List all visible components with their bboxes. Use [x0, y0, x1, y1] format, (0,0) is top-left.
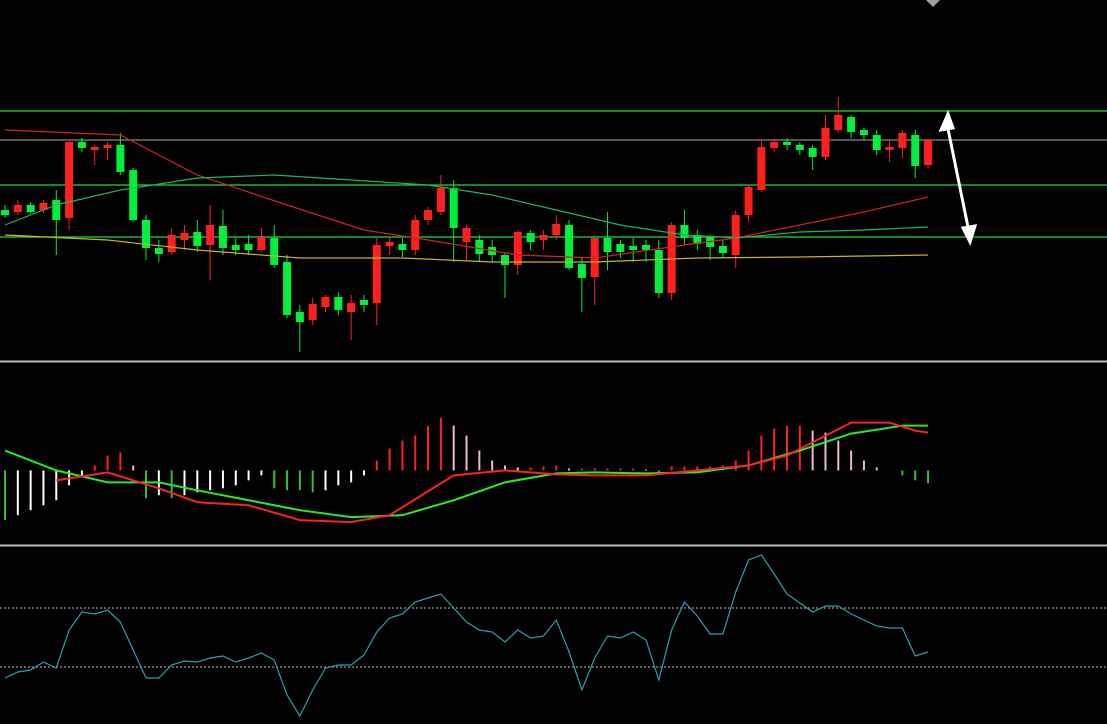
indicator-line — [4, 174, 929, 239]
candle-body — [167, 235, 176, 252]
candle-body — [398, 244, 407, 250]
candle-body — [116, 145, 125, 172]
candle-body — [129, 170, 138, 220]
candle-body — [347, 303, 356, 312]
candle-body — [500, 255, 509, 265]
candle-body — [26, 205, 35, 212]
candle-body — [154, 248, 163, 254]
candle-body — [218, 226, 227, 248]
candle-body — [321, 297, 330, 307]
indicator-line — [4, 129, 929, 259]
candle-body — [411, 220, 420, 250]
indicator-line — [4, 234, 929, 263]
candle-body — [847, 117, 856, 132]
candle-body — [885, 147, 894, 150]
candle-body — [693, 235, 702, 244]
candle-body — [1, 210, 9, 215]
candle-body — [718, 246, 727, 253]
candle-body — [206, 225, 215, 245]
arrow-shaft — [945, 123, 971, 233]
candle-body — [577, 264, 586, 278]
candle-body — [783, 142, 792, 145]
candle-body — [654, 250, 663, 293]
candle-body — [359, 300, 368, 305]
candle-body — [834, 115, 843, 130]
candle-body — [616, 244, 625, 252]
candle-body — [526, 233, 535, 242]
candle-body — [911, 135, 920, 166]
candle-body — [244, 244, 253, 250]
candle-body — [539, 235, 548, 240]
candle-body — [462, 228, 471, 242]
candle-body — [77, 142, 86, 148]
candle-body — [308, 304, 317, 320]
arrow-head — [960, 224, 978, 246]
arrow-head — [938, 109, 956, 132]
candle-body — [642, 245, 650, 250]
candle-body — [90, 147, 99, 150]
candle-body — [859, 130, 868, 135]
candle-body — [449, 188, 458, 228]
candle-body — [770, 142, 779, 148]
candle-body — [103, 145, 112, 148]
candle-body — [757, 147, 766, 190]
candle-body — [39, 203, 48, 210]
candle-body — [744, 187, 753, 215]
candle-body — [898, 133, 907, 148]
candle-body — [629, 246, 638, 250]
candle-body — [680, 225, 689, 238]
candle-body — [603, 238, 612, 252]
indicator-line — [56, 421, 929, 524]
candle-body — [231, 245, 240, 250]
candle-body — [924, 140, 933, 165]
candle-body — [372, 245, 381, 303]
candle-body — [552, 224, 561, 235]
candle-body — [821, 128, 830, 157]
candle-body — [731, 215, 740, 255]
candle-body — [283, 262, 292, 315]
candle-body — [270, 238, 279, 265]
candle-body — [475, 240, 484, 254]
candle-body — [193, 232, 202, 246]
candle-body — [385, 242, 394, 246]
oscillator-line — [4, 554, 929, 718]
marker-icon — [926, 0, 940, 7]
candle-body — [13, 205, 22, 212]
candle-body — [424, 210, 433, 220]
candle-body — [142, 220, 151, 248]
candle-body — [52, 200, 61, 220]
candle-body — [872, 135, 881, 150]
candle-body — [257, 237, 266, 250]
candle-body — [436, 188, 445, 212]
candle-body — [295, 312, 304, 322]
candle-body — [565, 225, 574, 268]
candle-body — [334, 297, 343, 310]
candle-body — [180, 233, 189, 240]
candle-body — [513, 232, 522, 265]
candle-body — [65, 142, 74, 218]
candle-body — [808, 148, 817, 157]
candle-body — [795, 145, 804, 150]
annotation-arrow — [938, 109, 978, 246]
